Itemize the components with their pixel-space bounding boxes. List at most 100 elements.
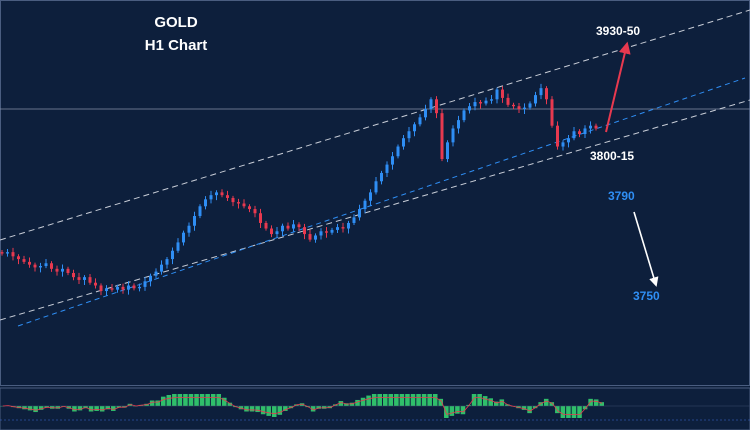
candle-body bbox=[182, 232, 185, 243]
candle bbox=[292, 220, 295, 232]
target-up-label: 3930-50 bbox=[596, 24, 640, 38]
oscillator-bar bbox=[477, 394, 482, 406]
oscillator-bar bbox=[455, 406, 460, 414]
candle-body bbox=[396, 146, 400, 157]
candle bbox=[330, 227, 334, 235]
candle-body bbox=[589, 125, 592, 129]
candle bbox=[446, 140, 449, 163]
oscillator-bar bbox=[449, 406, 455, 416]
oscillator-bar bbox=[227, 402, 233, 406]
oscillator-bar bbox=[549, 402, 555, 406]
candle bbox=[435, 96, 438, 119]
candle bbox=[479, 99, 482, 109]
oscillator-bar bbox=[593, 399, 599, 406]
candle-body bbox=[127, 285, 130, 290]
candle bbox=[413, 122, 416, 137]
oscillator-bar bbox=[405, 394, 410, 406]
candle-body bbox=[314, 235, 317, 240]
candle bbox=[77, 272, 81, 284]
oscillator-bar bbox=[288, 406, 294, 409]
candle-body bbox=[110, 288, 114, 290]
oscillator-bar bbox=[349, 402, 355, 406]
candle-body bbox=[33, 264, 37, 268]
candle bbox=[424, 104, 427, 121]
oscillator-bar bbox=[438, 398, 444, 406]
candle-body bbox=[407, 131, 411, 139]
oscillator-bar bbox=[155, 400, 160, 406]
candle-body bbox=[358, 209, 361, 218]
candle-body bbox=[22, 259, 26, 262]
candle-body bbox=[303, 227, 306, 235]
candle-body bbox=[583, 128, 587, 135]
candle-body bbox=[473, 102, 477, 107]
candle bbox=[319, 228, 323, 240]
oscillator-bar bbox=[283, 406, 288, 411]
candle-body bbox=[451, 128, 455, 143]
candle-body bbox=[369, 192, 372, 201]
oscillator-bar bbox=[99, 406, 105, 412]
candle-body bbox=[440, 113, 444, 160]
candle-body bbox=[6, 252, 9, 254]
candle-body bbox=[523, 107, 526, 110]
candle-body bbox=[61, 268, 64, 272]
candle-body bbox=[215, 192, 218, 196]
candle bbox=[198, 204, 202, 219]
oscillator-bar bbox=[77, 406, 83, 411]
oscillator-bar bbox=[338, 401, 344, 406]
candle-body bbox=[55, 268, 59, 272]
candle bbox=[440, 108, 444, 162]
oscillator-bar bbox=[55, 406, 61, 409]
candle-body bbox=[506, 97, 510, 105]
candle bbox=[105, 285, 108, 297]
candle bbox=[561, 140, 565, 151]
candle bbox=[495, 87, 499, 104]
candle-body bbox=[561, 142, 565, 147]
candle bbox=[0, 250, 4, 256]
candle bbox=[66, 266, 70, 276]
next-support-label: 3790 bbox=[608, 189, 635, 203]
chart-subtitle: H1 Chart bbox=[145, 37, 208, 54]
candle bbox=[17, 254, 20, 265]
oscillator-bar bbox=[116, 406, 122, 408]
candle-body bbox=[347, 222, 350, 229]
candle bbox=[132, 283, 136, 291]
oscillator-bar bbox=[499, 399, 505, 406]
oscillator-bar bbox=[505, 404, 510, 406]
candle-body bbox=[545, 88, 548, 100]
oscillator-bar bbox=[177, 394, 183, 406]
candle bbox=[160, 260, 163, 275]
candle-body bbox=[325, 231, 328, 233]
oscillator-bar bbox=[355, 399, 360, 406]
oscillator-bar bbox=[166, 395, 172, 406]
candle-body bbox=[242, 203, 246, 207]
candle bbox=[275, 226, 279, 239]
candle bbox=[165, 257, 169, 269]
candle bbox=[517, 103, 521, 114]
oscillator-bar bbox=[532, 406, 538, 409]
candle bbox=[253, 205, 257, 218]
oscillator-bar bbox=[577, 406, 582, 418]
candle bbox=[72, 269, 75, 281]
candle-body bbox=[253, 209, 257, 214]
candle bbox=[407, 126, 411, 143]
oscillator-bar bbox=[460, 406, 466, 415]
candle-body bbox=[28, 261, 31, 265]
candle bbox=[264, 220, 268, 231]
oscillator-bar bbox=[377, 394, 382, 406]
oscillator-bar bbox=[72, 406, 77, 412]
candle-body bbox=[550, 99, 554, 126]
oscillator-bar bbox=[566, 406, 571, 418]
candle bbox=[215, 190, 218, 201]
oscillator-bar bbox=[444, 406, 449, 418]
candle-body bbox=[385, 164, 389, 173]
candle-body bbox=[572, 131, 576, 139]
candle-body bbox=[11, 252, 15, 257]
candle-body bbox=[149, 275, 152, 282]
oscillator-bar bbox=[244, 406, 249, 412]
candle bbox=[237, 198, 240, 209]
candle bbox=[28, 257, 31, 268]
oscillator-bar bbox=[599, 402, 604, 406]
candle-body bbox=[308, 234, 312, 240]
candle-body bbox=[567, 138, 570, 143]
